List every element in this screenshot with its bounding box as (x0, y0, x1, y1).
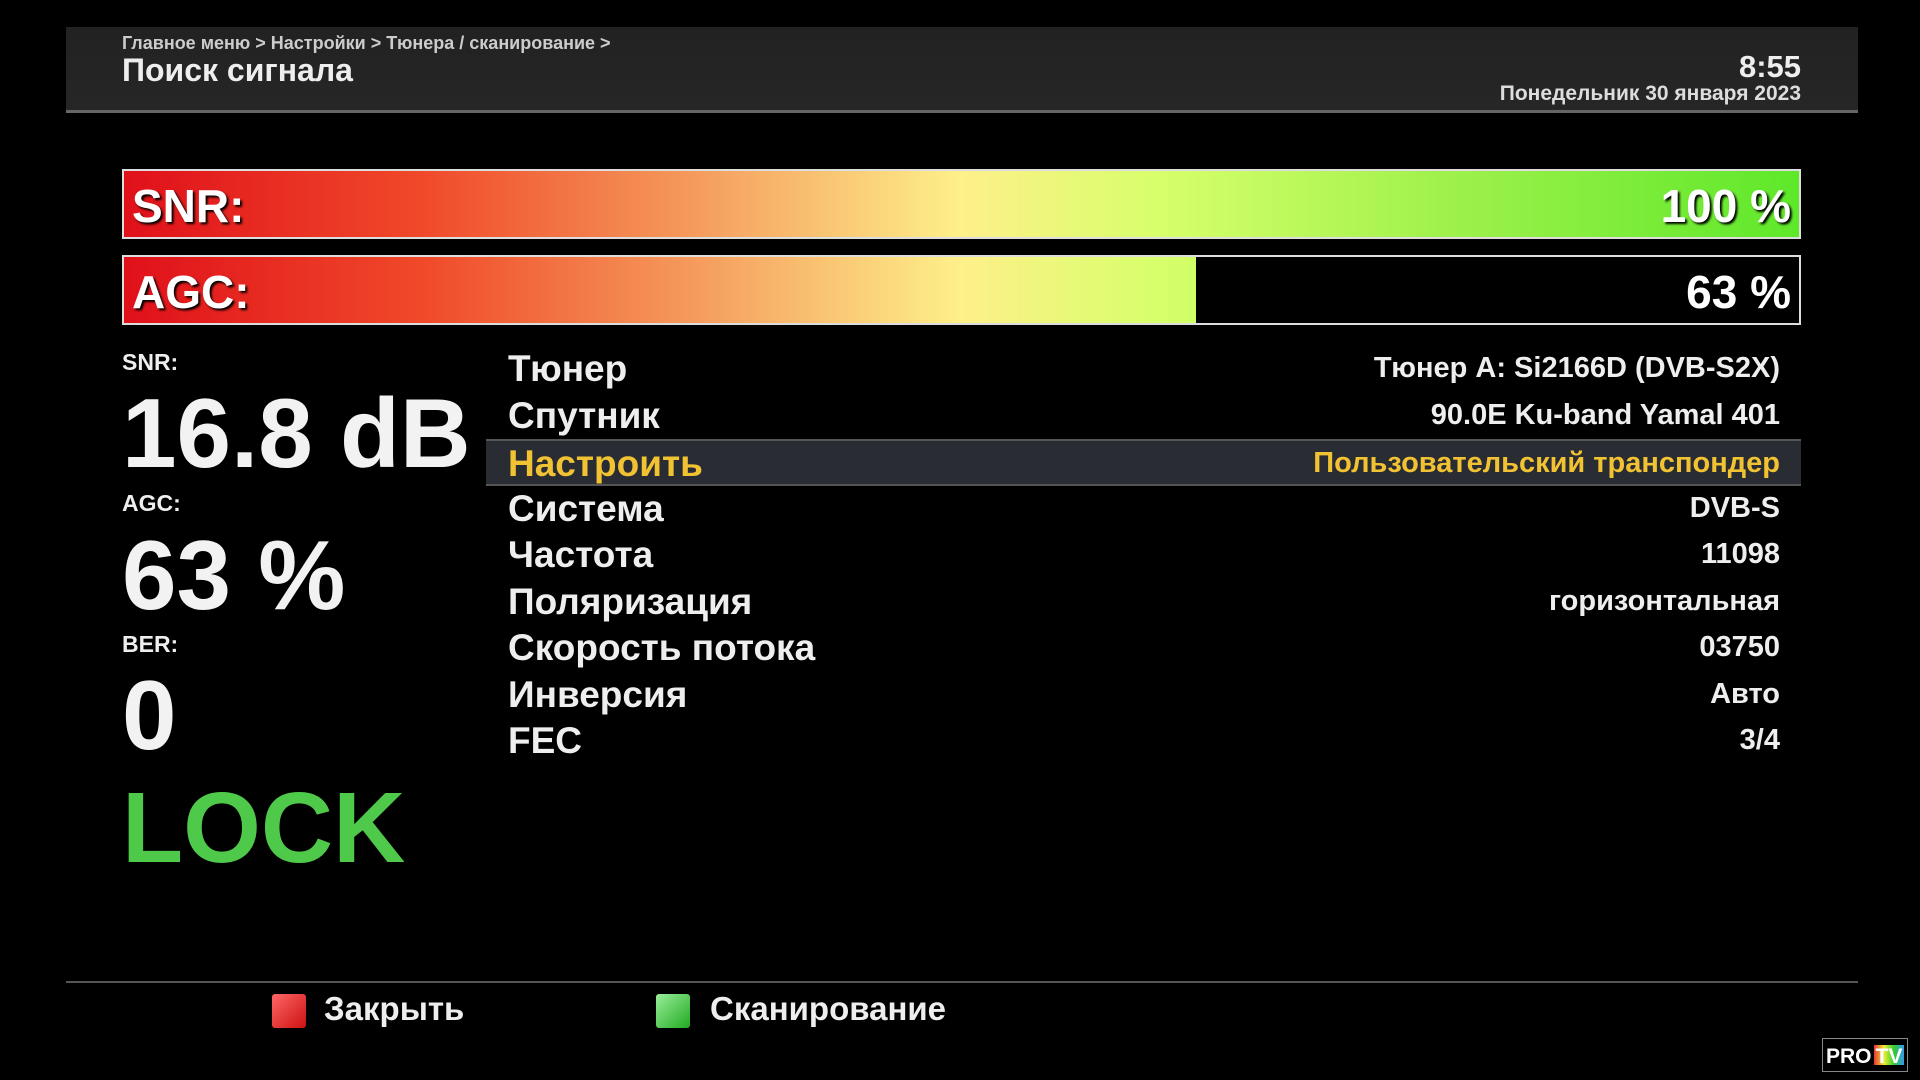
agc-bar-fill (124, 257, 1196, 323)
row-label: Частота (508, 534, 654, 575)
agc-value: 63 % (122, 520, 346, 630)
ber-value: 0 (122, 660, 177, 770)
row-inversion[interactable]: Инверсия Авто (486, 672, 1801, 719)
row-label: Инверсия (508, 673, 688, 715)
row-system[interactable]: Система DVB-S (486, 486, 1801, 533)
snr-bar: SNR: 100 % (122, 169, 1801, 239)
row-value: 90.0E Ku-band Yamal 401 (1430, 398, 1780, 431)
row-label: Скорость потока (508, 627, 816, 668)
row-label: Спутник (508, 394, 660, 436)
row-label: Система (508, 487, 664, 529)
row-label: Тюнер (508, 348, 628, 389)
row-value: 11098 (1700, 538, 1780, 570)
breadcrumb: Главное меню > Настройки > Тюнера / скан… (122, 33, 611, 53)
row-tune-selected[interactable]: Настроить Пользовательский транспондер (486, 439, 1801, 486)
page-title: Поиск сигнала (122, 52, 353, 88)
row-value: 03750 (1699, 631, 1780, 663)
snr-bar-label: SNR: (132, 180, 245, 232)
row-value: Пользовательский транспондер (1313, 447, 1780, 479)
close-button[interactable]: Закрыть (324, 990, 465, 1027)
agc-bar: AGC: 63 % (122, 255, 1801, 325)
lock-status: LOCK (122, 772, 406, 884)
footer-divider (66, 981, 1858, 983)
agc-bar-label: AGC: (132, 266, 250, 318)
clock-date: Понедельник 30 января 2023 (1499, 82, 1801, 105)
row-satellite[interactable]: Спутник 90.0E Ku-band Yamal 401 (486, 393, 1801, 440)
snr-label: SNR: (122, 349, 179, 375)
row-label: FEC (508, 720, 582, 761)
row-value: DVB-S (1689, 491, 1780, 524)
ber-label: BER: (122, 631, 179, 657)
row-fec[interactable]: FEC 3/4 (486, 718, 1801, 765)
row-tuner[interactable]: Тюнер Тюнер A: Si2166D (DVB-S2X) (486, 346, 1801, 393)
row-polarization[interactable]: Поляризация горизонтальная (486, 579, 1801, 626)
green-key-icon (656, 994, 690, 1028)
row-value: Авто (1710, 677, 1780, 710)
row-label: Настроить (508, 443, 703, 484)
parameter-list: Тюнер Тюнер A: Si2166D (DVB-S2X) Спутник 9… (486, 346, 1801, 765)
red-key-icon (272, 994, 306, 1028)
watermark-logo: PRO TV (1822, 1038, 1908, 1072)
row-label: Поляризация (508, 580, 753, 622)
agc-bar-value: 63 % (1686, 266, 1791, 318)
scan-button[interactable]: Сканирование (710, 990, 947, 1027)
header: Главное меню > Настройки > Тюнера / скан… (66, 27, 1858, 113)
snr-value: 16.8 dB (122, 378, 471, 488)
agc-label: AGC: (122, 490, 181, 516)
clock-time: 8:55 (1738, 49, 1801, 84)
row-frequency[interactable]: Частота 11098 (486, 532, 1801, 579)
row-symbol-rate[interactable]: Скорость потока 03750 (486, 625, 1801, 672)
row-value: горизонтальная (1548, 584, 1780, 617)
row-value: Тюнер A: Si2166D (DVB-S2X) (1373, 352, 1780, 384)
snr-bar-fill (124, 171, 1799, 237)
snr-bar-value: 100 % (1660, 180, 1791, 232)
row-value: 3/4 (1739, 724, 1780, 756)
